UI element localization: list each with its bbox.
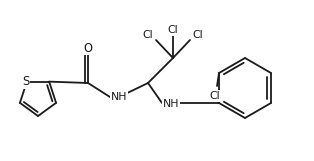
Text: O: O xyxy=(84,42,93,55)
Text: Cl: Cl xyxy=(193,30,203,40)
Text: NH: NH xyxy=(111,91,127,101)
Text: Cl: Cl xyxy=(143,30,153,40)
Text: S: S xyxy=(22,75,30,88)
Text: Cl: Cl xyxy=(210,91,220,101)
Text: Cl: Cl xyxy=(168,25,178,35)
Text: NH: NH xyxy=(163,99,180,109)
